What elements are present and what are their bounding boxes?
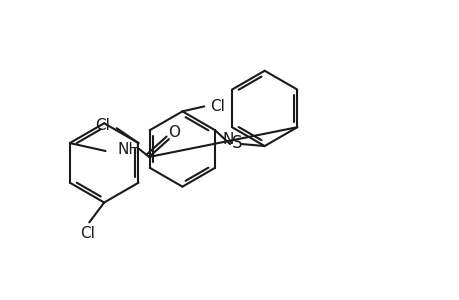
Text: O: O — [168, 125, 179, 140]
Text: N: N — [222, 132, 233, 147]
Text: Cl: Cl — [95, 118, 110, 133]
Text: Cl: Cl — [80, 226, 95, 241]
Text: S: S — [231, 134, 241, 152]
Text: NH: NH — [117, 142, 140, 157]
Text: Cl: Cl — [209, 99, 224, 114]
